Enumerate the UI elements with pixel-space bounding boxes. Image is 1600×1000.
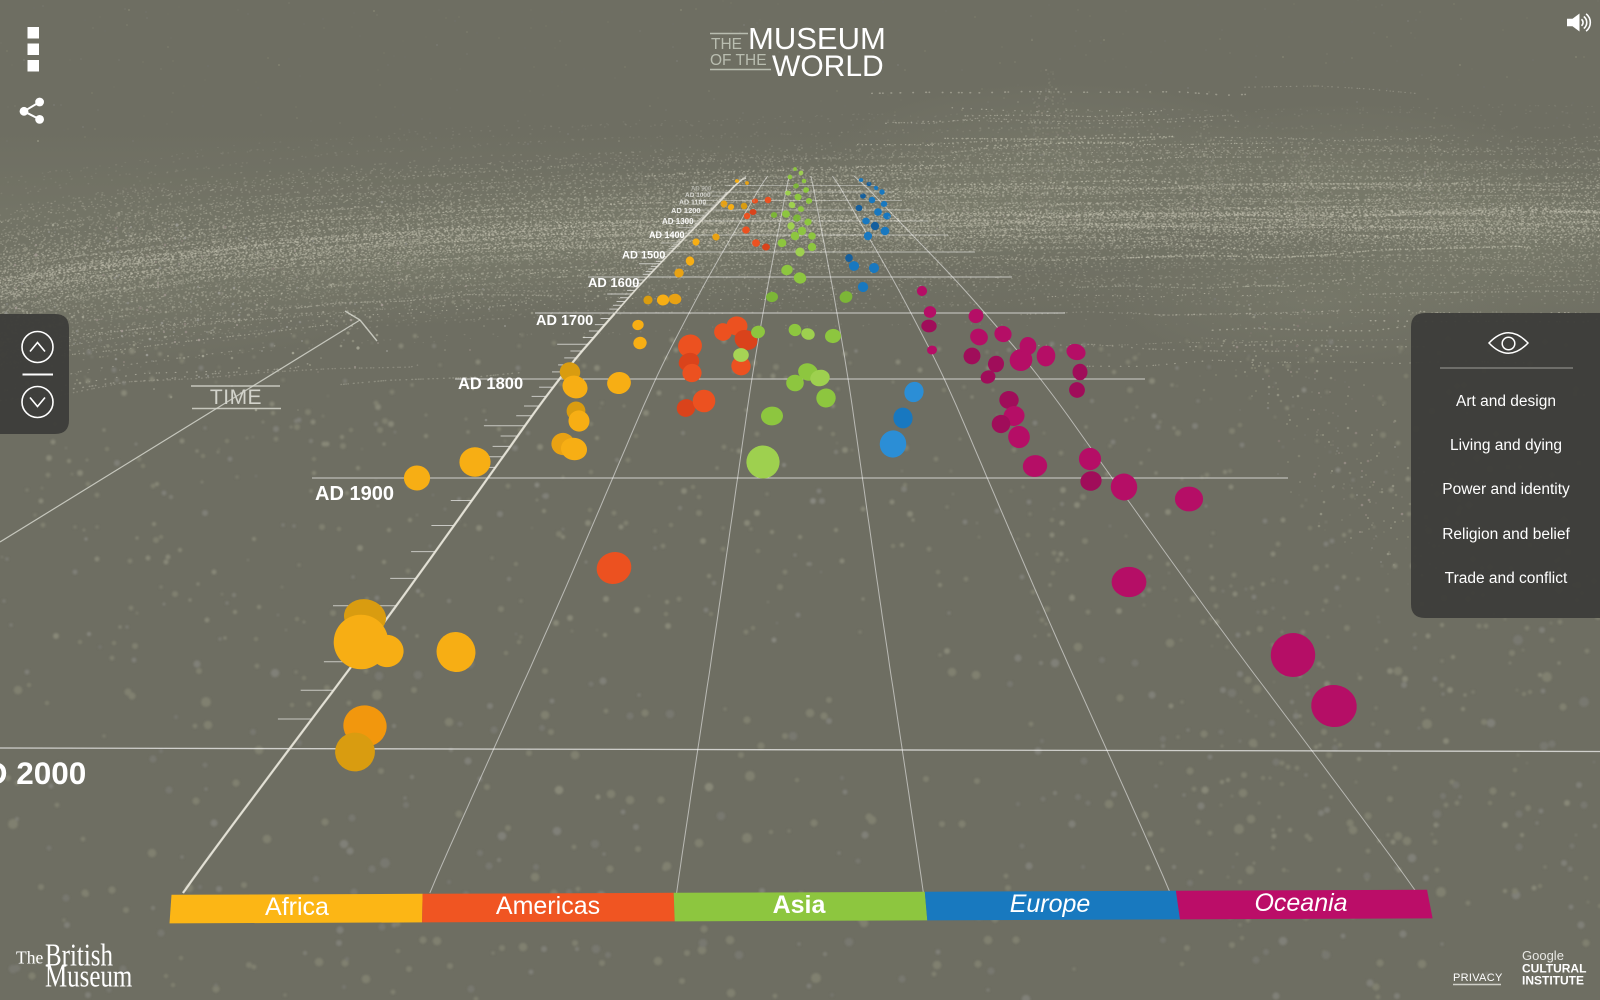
svg-text:AD 1600: AD 1600 <box>588 275 639 290</box>
svg-text:AD 1200: AD 1200 <box>671 206 701 215</box>
svg-text:AD 2000: AD 2000 <box>0 755 86 791</box>
svg-text:THE: THE <box>711 36 742 53</box>
svg-text:WORLD: WORLD <box>772 50 884 83</box>
svg-text:Oceania: Oceania <box>1254 889 1347 917</box>
svg-text:Power and identity: Power and identity <box>1442 481 1570 498</box>
svg-text:AD 1100: AD 1100 <box>679 200 706 207</box>
svg-text:Africa: Africa <box>265 893 329 921</box>
svg-text:AD 1400: AD 1400 <box>649 230 685 240</box>
svg-text:AD 1900: AD 1900 <box>315 483 394 505</box>
svg-text:Trade and conflict: Trade and conflict <box>1445 570 1568 587</box>
svg-text:Europe: Europe <box>1010 890 1091 918</box>
svg-text:Art and design: Art and design <box>1456 393 1556 410</box>
svg-text:Religion and belief: Religion and belief <box>1442 526 1570 543</box>
svg-text:TIME: TIME <box>210 386 262 409</box>
svg-text:PRIVACY: PRIVACY <box>1453 972 1503 984</box>
svg-text:AD 1000: AD 1000 <box>685 192 711 199</box>
svg-text:AD 1700: AD 1700 <box>536 313 593 329</box>
svg-text:Americas: Americas <box>496 892 600 920</box>
svg-text:The: The <box>16 948 43 968</box>
svg-text:AD 1300: AD 1300 <box>662 217 694 226</box>
svg-text:INSTITUTE: INSTITUTE <box>1522 974 1584 988</box>
svg-text:Museum: Museum <box>45 959 132 995</box>
svg-text:AD 900: AD 900 <box>691 187 712 193</box>
svg-text:AD 1800: AD 1800 <box>458 375 523 393</box>
svg-text:Asia: Asia <box>773 891 827 919</box>
svg-text:Living and dying: Living and dying <box>1450 437 1562 454</box>
svg-text:AD 1500: AD 1500 <box>622 250 665 262</box>
